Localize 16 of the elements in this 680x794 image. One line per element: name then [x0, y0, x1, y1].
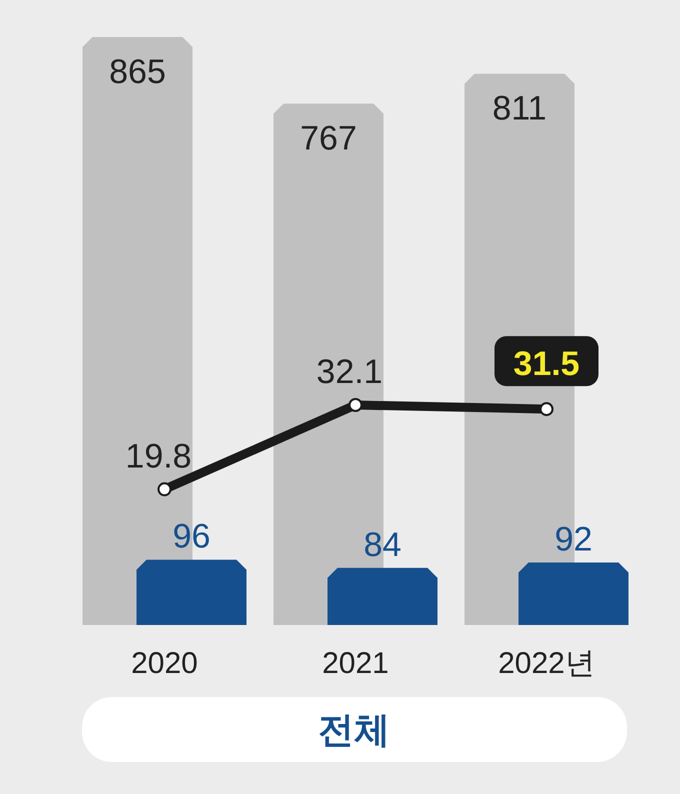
x-tick-label: 2022년	[498, 647, 595, 680]
data-label: 865	[109, 53, 166, 91]
data-label: 767	[300, 120, 357, 158]
bar	[328, 568, 438, 625]
x-tick-label: 2021	[322, 647, 389, 680]
bar	[136, 560, 246, 625]
data-label: 96	[172, 518, 210, 556]
x-tick-label: 2020	[131, 647, 198, 680]
data-label: 32.1	[316, 353, 383, 391]
data-label: 84	[364, 526, 402, 564]
data-label: 811	[492, 90, 547, 128]
data-label: 92	[554, 520, 592, 558]
bar	[518, 562, 628, 625]
text: 전체	[318, 709, 390, 750]
data-label: 31.5	[513, 345, 580, 384]
data-label: 19.8	[125, 437, 192, 476]
